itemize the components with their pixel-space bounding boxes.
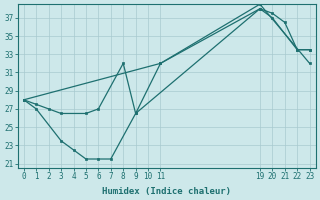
- X-axis label: Humidex (Indice chaleur): Humidex (Indice chaleur): [102, 187, 231, 196]
